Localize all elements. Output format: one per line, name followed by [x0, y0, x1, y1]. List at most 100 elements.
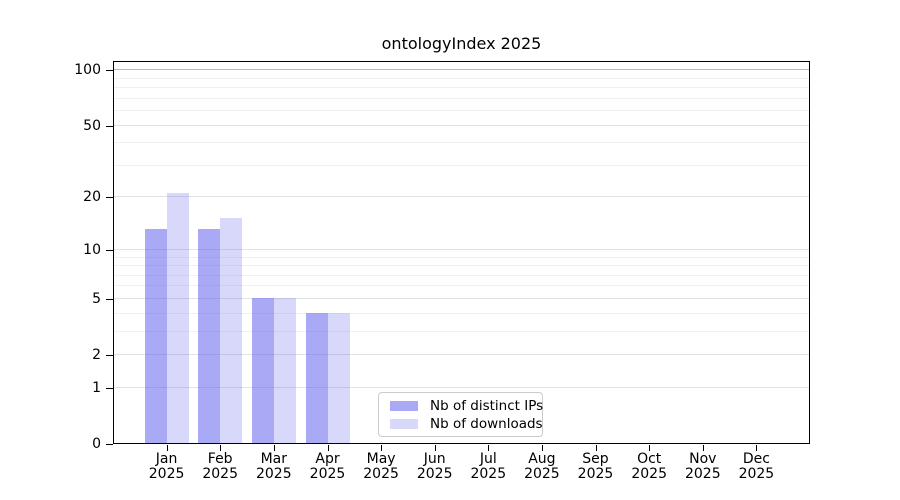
y-tick-label-0: 0 — [92, 436, 101, 452]
gridline-y-50-major — [114, 124, 809, 126]
legend-label: Nb of distinct IPs — [430, 397, 544, 414]
gridline-y-30-minor — [114, 164, 809, 166]
x-tick-label-jun: Jun 2025 — [403, 452, 467, 482]
y-tick-2 — [106, 355, 113, 356]
month-label: Oct — [637, 451, 662, 467]
x-tick-nov — [702, 445, 704, 451]
x-tick-aug — [541, 445, 543, 451]
x-tick-label-may: May 2025 — [349, 452, 413, 482]
bar-downloads-apr — [327, 312, 350, 443]
bar-distinct-ips-feb — [198, 229, 221, 443]
gridline-y-70-minor — [114, 97, 809, 99]
gridline-y-100-major — [114, 69, 809, 71]
bar-distinct-ips-jan — [144, 229, 167, 443]
y-tick-label-1: 1 — [92, 379, 101, 396]
gridline-y-40-minor — [114, 142, 809, 144]
y-tick-label-20: 20 — [83, 189, 101, 206]
x-tick-label-sep: Sep 2025 — [564, 452, 628, 482]
y-tick-label-5: 5 — [92, 290, 101, 307]
year-label: 2025 — [631, 466, 667, 482]
x-tick-jan — [166, 445, 168, 451]
legend-item-downloads: Nb of downloads — [385, 415, 543, 433]
x-tick-label-jan: Jan 2025 — [135, 452, 199, 482]
year-label: 2025 — [684, 466, 721, 482]
y-tick-0 — [106, 444, 113, 445]
bar-distinct-ips-apr — [305, 312, 328, 443]
y-tick-label-2: 2 — [92, 347, 101, 363]
gridline-y-90-minor — [114, 77, 809, 79]
y-tick-1 — [106, 387, 113, 389]
gridline-y-60-minor — [114, 109, 809, 111]
month-label: Mar — [260, 451, 287, 467]
y-tick-100 — [106, 70, 113, 72]
year-label: 2025 — [309, 466, 346, 482]
bar-distinct-ips-mar — [251, 297, 274, 443]
month-label: Aug — [528, 451, 556, 467]
legend-swatch-icon — [390, 401, 418, 411]
plot-area: Nb of distinct IPs Nb of downloads — [113, 61, 810, 444]
bars-layer — [114, 62, 809, 443]
month-label: Jun — [423, 451, 446, 467]
year-label: 2025 — [416, 466, 453, 482]
y-tick-5 — [106, 298, 113, 300]
x-tick-label-aug: Aug 2025 — [510, 452, 574, 482]
x-tick-dec — [756, 445, 758, 451]
gridline-y-1-major — [114, 386, 809, 388]
x-tick-label-dec: Dec 2025 — [724, 452, 788, 482]
x-tick-mar — [273, 445, 275, 451]
gridline-y-3-minor — [114, 330, 809, 332]
year-label: 2025 — [524, 466, 560, 482]
y-tick-50 — [106, 125, 113, 127]
y-tick-label-10: 10 — [83, 241, 101, 258]
gridlines-layer — [114, 62, 809, 443]
y-tick-10 — [106, 249, 113, 251]
x-tick-label-feb: Feb 2025 — [188, 452, 252, 482]
year-label: 2025 — [255, 466, 292, 482]
y-tick-20 — [106, 197, 113, 199]
month-label: Feb — [207, 451, 233, 467]
month-label: Nov — [689, 451, 717, 467]
year-label: 2025 — [363, 466, 399, 482]
x-tick-label-jul: Jul 2025 — [456, 452, 520, 482]
month-label: Jan — [155, 451, 178, 467]
gridline-y-80-minor — [114, 87, 809, 88]
year-label: 2025 — [470, 466, 507, 482]
bar-downloads-feb — [220, 218, 243, 443]
gridline-y-5-major — [114, 297, 809, 299]
gridline-y-2-major — [114, 354, 809, 355]
gridline-y-9-minor — [114, 256, 809, 258]
x-tick-jun — [434, 445, 436, 451]
year-label: 2025 — [148, 466, 185, 482]
chart-title: ontologyIndex 2025 — [381, 34, 542, 53]
bar-downloads-mar — [273, 297, 296, 443]
month-label: May — [366, 451, 396, 467]
x-tick-apr — [327, 445, 329, 451]
year-label: 2025 — [738, 466, 775, 482]
x-tick-jul — [488, 445, 490, 451]
x-tick-oct — [649, 445, 651, 451]
y-tick-label-50: 50 — [83, 117, 101, 134]
month-label: Apr — [315, 451, 340, 467]
gridline-y-8-minor — [114, 265, 809, 266]
year-label: 2025 — [577, 466, 614, 482]
y-tick-label-100: 100 — [74, 62, 101, 79]
gridline-y-7-minor — [114, 274, 809, 276]
month-label: Sep — [582, 451, 609, 467]
legend-item-distinct-ips: Nb of distinct IPs — [385, 397, 543, 415]
month-label: Jul — [479, 451, 497, 467]
legend: Nb of distinct IPs Nb of downloads — [378, 392, 543, 437]
legend-label: Nb of downloads — [430, 415, 543, 432]
month-label: Dec — [742, 451, 770, 467]
year-label: 2025 — [202, 466, 238, 482]
x-tick-label-apr: Apr 2025 — [296, 452, 360, 482]
x-tick-label-nov: Nov 2025 — [671, 452, 735, 482]
legend-swatch-icon — [390, 419, 418, 429]
x-tick-feb — [220, 445, 222, 451]
bar-downloads-jan — [166, 192, 189, 443]
gridline-y-20-major — [114, 196, 809, 198]
x-tick-may — [381, 445, 383, 451]
gridline-y-4-minor — [114, 312, 809, 314]
x-tick-label-mar: Mar 2025 — [242, 452, 306, 482]
gridline-y-10-major — [114, 248, 809, 250]
